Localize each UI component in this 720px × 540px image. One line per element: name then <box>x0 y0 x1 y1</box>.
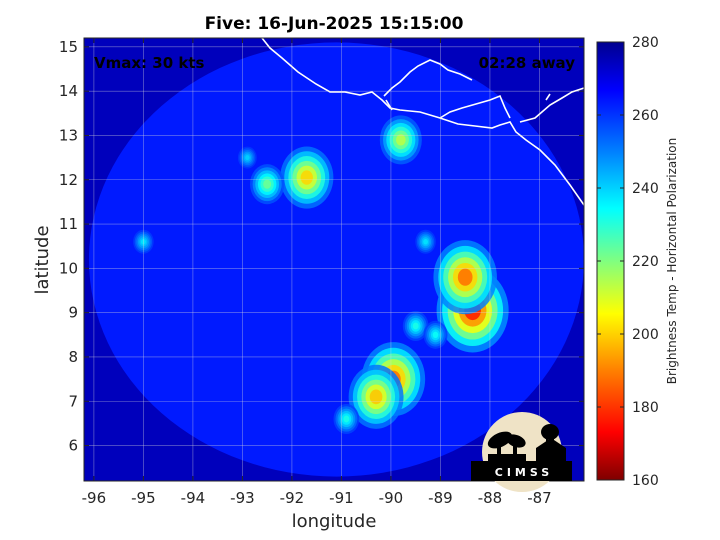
time-away-annotation: 02:28 away <box>479 54 576 72</box>
convective-feature <box>415 229 436 254</box>
convective-feature <box>237 146 257 169</box>
y-tick-label: 9 <box>68 304 78 322</box>
colorbar-tick-label: 180 <box>632 400 659 416</box>
x-tick-label: -91 <box>329 489 354 507</box>
convective-feature <box>333 403 360 434</box>
colorbar-ticks: 160 180 200 220 240 260 280 <box>597 35 659 489</box>
feature-contour <box>457 268 473 286</box>
plot-frame <box>83 37 585 482</box>
y-tick-label: 11 <box>59 215 78 233</box>
x-tick-label: -94 <box>181 489 206 507</box>
convective-feature <box>250 164 285 205</box>
feature-contour <box>300 170 313 185</box>
y-axis-label: latitude <box>32 225 53 294</box>
scan-swath <box>88 42 584 477</box>
x-tick-label: -93 <box>230 489 255 507</box>
logo-text: CIMSS <box>495 466 553 479</box>
x-tick-label: -92 <box>280 489 305 507</box>
colorbar-tick-label: 160 <box>632 473 659 489</box>
y-tick-label: 13 <box>59 126 78 144</box>
feature-contour <box>432 331 439 339</box>
y-tick-label: 12 <box>59 171 78 189</box>
chart-title: Five: 16-Jun-2025 15:15:00 <box>205 14 464 34</box>
convective-feature <box>402 310 429 341</box>
y-tick-label: 7 <box>68 392 78 410</box>
colorbar-tick-label: 220 <box>632 254 659 270</box>
x-tick-label: -89 <box>428 489 453 507</box>
feature-contour <box>395 134 406 146</box>
feature-contour <box>423 239 428 245</box>
brightness-temperature-image <box>84 38 584 481</box>
water-tower-icon <box>536 424 566 462</box>
feature-contour <box>343 415 350 423</box>
colorbar-tick-label: 200 <box>632 327 659 343</box>
x-tick-label: -88 <box>478 489 503 507</box>
x-tick-label: -90 <box>379 489 404 507</box>
feature-contour <box>245 155 250 161</box>
colorbar-gradient <box>596 41 625 481</box>
satellite-dish-icon <box>487 431 526 462</box>
feature-contour <box>369 389 383 405</box>
colorbar-label: Brightness Temp - Horizontal Polarizatio… <box>665 138 679 385</box>
y-tick-label: 6 <box>68 437 78 455</box>
convective-feature <box>280 146 334 209</box>
y-tick-label: 15 <box>59 38 78 56</box>
plot-area: -96 -95 -94 -93 -92 -91 -90 -89 -88 -87 6 7 8 9 10 11 1… <box>59 37 585 507</box>
convective-feature <box>348 364 404 429</box>
vmax-annotation: Vmax: 30 kts <box>94 54 204 72</box>
x-axis-ticks: -96 -95 -94 -93 -92 -91 -90 -89 -88 -87 <box>82 38 552 507</box>
colorbar-tick-label: 240 <box>632 181 659 197</box>
convective-feature <box>433 240 497 315</box>
y-tick-label: 8 <box>68 348 78 366</box>
convective-feature <box>379 115 422 165</box>
x-tick-label: -96 <box>82 489 107 507</box>
y-axis-ticks: 6 7 8 9 10 11 12 13 14 15 <box>59 38 584 455</box>
colorbar-tick-label: 280 <box>632 35 659 51</box>
colorbar: 160 180 200 220 240 260 280 Brightness Temp - … <box>596 35 679 489</box>
x-tick-label: -95 <box>131 489 156 507</box>
y-tick-label: 14 <box>59 82 78 100</box>
y-tick-label: 10 <box>59 259 78 277</box>
convective-feature <box>423 320 448 349</box>
x-tick-label: -87 <box>527 489 552 507</box>
cimss-logo: CIMSS <box>471 412 572 492</box>
x-axis-label: longitude <box>292 511 377 532</box>
feature-contour <box>263 179 272 189</box>
feature-contour <box>412 322 419 330</box>
colorbar-tick-label: 260 <box>632 108 659 124</box>
